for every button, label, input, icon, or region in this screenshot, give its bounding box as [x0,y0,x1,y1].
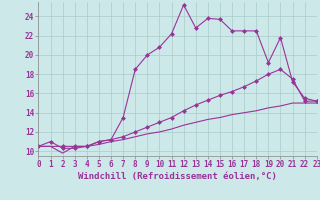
X-axis label: Windchill (Refroidissement éolien,°C): Windchill (Refroidissement éolien,°C) [78,172,277,181]
